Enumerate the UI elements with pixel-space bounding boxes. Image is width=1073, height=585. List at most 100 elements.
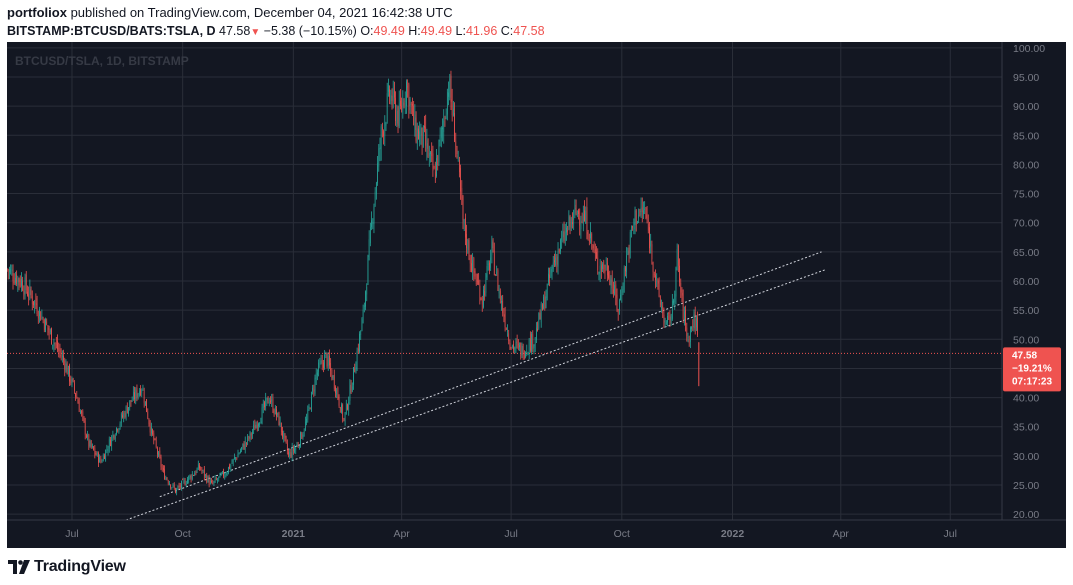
candle — [256, 420, 258, 432]
candle — [353, 367, 354, 390]
candle — [229, 463, 230, 470]
candle — [339, 406, 341, 413]
candle — [439, 127, 441, 147]
candle — [522, 343, 524, 360]
candle — [612, 281, 614, 298]
chart-container[interactable]: BTCUSD/TSLA, 1D, BITSTAMP 20.00 25.00 30.0… — [7, 42, 1066, 548]
candle — [185, 480, 187, 488]
candle — [615, 281, 617, 306]
candle — [502, 294, 504, 317]
candle — [105, 449, 107, 462]
candle — [437, 154, 439, 171]
price-chart[interactable]: BTCUSD/TSLA, 1D, BITSTAMP 20.00 25.00 30.0… — [7, 42, 1066, 548]
candle — [415, 111, 417, 144]
candle — [205, 473, 206, 479]
price-axis[interactable] — [1002, 42, 1066, 548]
candle — [616, 288, 618, 312]
candle — [359, 331, 360, 354]
candle — [373, 203, 375, 234]
time-axis[interactable] — [7, 520, 1066, 548]
candle — [425, 114, 427, 152]
candle — [90, 440, 92, 449]
candle — [73, 380, 75, 394]
candle — [633, 218, 635, 235]
candle — [511, 344, 513, 349]
candle — [141, 388, 143, 398]
candle — [283, 430, 285, 443]
candle — [18, 277, 20, 291]
candle — [427, 138, 429, 158]
candle — [489, 260, 490, 275]
candle — [253, 420, 255, 434]
candle — [568, 210, 570, 231]
price-tick-label: 65.00 — [1013, 247, 1039, 259]
candle — [406, 79, 407, 114]
candle — [150, 422, 152, 437]
candle — [687, 332, 689, 343]
candle — [468, 237, 470, 261]
candle — [9, 266, 10, 280]
candle — [138, 388, 140, 397]
candle — [664, 317, 666, 328]
candle — [503, 308, 505, 323]
candle — [594, 243, 596, 262]
candles — [7, 70, 700, 496]
candle — [608, 265, 609, 280]
candle — [106, 444, 108, 454]
candle — [70, 375, 72, 386]
candle — [463, 218, 465, 232]
candle — [635, 209, 637, 232]
candle — [143, 387, 145, 408]
candle — [123, 410, 125, 423]
candle — [92, 443, 93, 449]
candle — [356, 347, 358, 371]
candle — [325, 351, 327, 359]
candle — [24, 273, 26, 300]
candle — [389, 85, 390, 105]
candle — [548, 267, 549, 286]
candle — [221, 470, 223, 475]
candle — [86, 433, 87, 439]
candle — [428, 145, 430, 167]
candle — [497, 268, 499, 292]
candle — [570, 216, 572, 232]
candle — [79, 409, 81, 415]
trendline[interactable] — [159, 251, 822, 498]
candle — [434, 161, 436, 183]
candle — [579, 208, 581, 236]
candle — [350, 379, 352, 395]
candle — [312, 384, 313, 395]
ohlc-legend: BITSTAMP:BTCUSD/BATS:TSLA, D 47.58▼ −5.3… — [7, 22, 1066, 40]
candle — [159, 447, 161, 459]
candle — [175, 487, 176, 494]
candle — [10, 264, 12, 275]
tradingview-logo-text[interactable]: TradingView — [34, 558, 126, 575]
author-name[interactable]: portfoliox — [7, 5, 67, 20]
trendlines[interactable] — [125, 251, 827, 521]
candle — [573, 209, 575, 230]
candle — [686, 322, 688, 342]
price-tick-label: 35.00 — [1013, 422, 1039, 434]
candle — [667, 312, 668, 327]
candle — [461, 180, 463, 205]
candle — [611, 270, 613, 295]
candle — [670, 313, 672, 326]
candle — [310, 391, 312, 412]
candle — [689, 326, 691, 349]
candle — [662, 301, 664, 319]
candle — [160, 454, 162, 471]
candle — [436, 149, 437, 178]
candle — [451, 88, 453, 122]
candle — [543, 294, 545, 310]
candle — [424, 115, 425, 133]
candle — [582, 205, 584, 232]
candle — [52, 344, 54, 350]
candle — [395, 91, 397, 126]
candle — [349, 379, 351, 405]
candle — [401, 97, 403, 113]
candle — [190, 474, 192, 483]
candle — [298, 445, 300, 450]
candle — [501, 295, 502, 311]
candle — [318, 359, 320, 377]
candle — [238, 452, 240, 455]
